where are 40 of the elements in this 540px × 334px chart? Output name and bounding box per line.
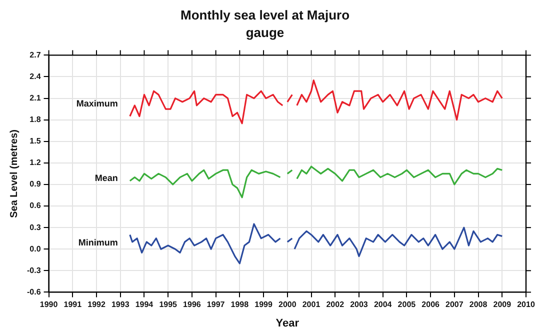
chart-subtitle: gauge bbox=[246, 24, 284, 40]
y-tick-label: 2.4 bbox=[30, 72, 42, 81]
x-axis-title: Year bbox=[276, 317, 300, 330]
x-tick-label: 1993 bbox=[111, 300, 130, 310]
x-tick-label: 2007 bbox=[446, 300, 464, 310]
x-tick-label: 1996 bbox=[183, 300, 202, 310]
x-tick-label: 1992 bbox=[88, 300, 106, 310]
x-tick-label: 1994 bbox=[135, 300, 154, 310]
x-tick-label: 2004 bbox=[374, 300, 392, 310]
series-label: Maximum bbox=[76, 98, 118, 109]
y-tick-label: 2.7 bbox=[30, 50, 42, 60]
x-tick-label: 2008 bbox=[469, 300, 488, 310]
x-tick-label: 1995 bbox=[159, 300, 178, 310]
x-tick-label: 2001 bbox=[302, 300, 321, 310]
x-tick-label: 2006 bbox=[422, 300, 440, 310]
x-tick-label: 2005 bbox=[398, 300, 416, 310]
x-tick-label: 2009 bbox=[493, 300, 512, 310]
x-tick-label: 2003 bbox=[350, 300, 368, 310]
y-tick-label: 0.6 bbox=[30, 201, 42, 210]
x-tick-label: 1991 bbox=[64, 300, 82, 310]
chart-title: Monthly sea level at Majuro bbox=[180, 7, 350, 22]
y-tick-label: -0.3 bbox=[26, 266, 42, 275]
y-tick-label: 1.8 bbox=[30, 115, 42, 124]
y-tick-label: -0.6 bbox=[26, 287, 42, 296]
y-tick-label: 1.2 bbox=[30, 158, 42, 168]
x-tick-label: 1998 bbox=[230, 300, 250, 310]
y-tick-label: 2.1 bbox=[30, 93, 42, 102]
series-label: Mean bbox=[94, 172, 118, 183]
y-tick-label: 1.5 bbox=[30, 136, 42, 146]
x-tick-label: 1997 bbox=[206, 300, 226, 310]
y-axis-title: Sea Level (metres) bbox=[8, 130, 20, 218]
x-tick-label: 2010 bbox=[517, 300, 536, 310]
y-tick-label: 0.3 bbox=[30, 222, 42, 232]
x-tick-label: 2000 bbox=[278, 300, 297, 310]
x-tick-label: 1990 bbox=[40, 300, 58, 310]
y-tick-label: 0.0 bbox=[30, 244, 42, 254]
series-label: Minimum bbox=[78, 237, 118, 248]
y-tick-label: 0.9 bbox=[30, 180, 42, 189]
x-tick-label: 1999 bbox=[254, 300, 273, 310]
x-tick-label: 2002 bbox=[326, 300, 345, 310]
